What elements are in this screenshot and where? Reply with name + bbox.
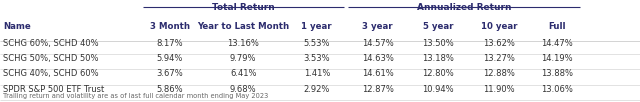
Text: 3 year: 3 year: [362, 22, 393, 31]
Text: 3 Month: 3 Month: [150, 22, 189, 31]
Text: 3.67%: 3.67%: [156, 69, 183, 78]
Text: 13.88%: 13.88%: [541, 69, 573, 78]
Text: 9.68%: 9.68%: [230, 85, 257, 94]
Text: 9.79%: 9.79%: [230, 54, 257, 63]
Text: 14.63%: 14.63%: [362, 54, 394, 63]
Text: 10 year: 10 year: [481, 22, 518, 31]
Text: 12.80%: 12.80%: [422, 69, 454, 78]
Text: 6.41%: 6.41%: [230, 69, 257, 78]
Text: Name: Name: [3, 22, 31, 31]
Text: 12.88%: 12.88%: [483, 69, 515, 78]
Text: 5.94%: 5.94%: [156, 54, 183, 63]
Text: 13.50%: 13.50%: [422, 39, 454, 48]
Text: SCHG 50%, SCHD 50%: SCHG 50%, SCHD 50%: [3, 54, 99, 63]
Text: 5 year: 5 year: [423, 22, 454, 31]
Text: Trailing return and volatility are as of last full calendar month ending May 202: Trailing return and volatility are as of…: [3, 93, 268, 99]
Text: 14.61%: 14.61%: [362, 69, 394, 78]
Text: Full: Full: [548, 22, 566, 31]
Text: SCHG 60%, SCHD 40%: SCHG 60%, SCHD 40%: [3, 39, 99, 48]
Text: 14.47%: 14.47%: [541, 39, 573, 48]
Text: 14.19%: 14.19%: [541, 54, 573, 63]
Text: 11.90%: 11.90%: [483, 85, 515, 94]
Text: 1 year: 1 year: [301, 22, 332, 31]
Text: 10.94%: 10.94%: [422, 85, 454, 94]
Text: 8.17%: 8.17%: [156, 39, 183, 48]
Text: 13.16%: 13.16%: [227, 39, 259, 48]
Text: 1.41%: 1.41%: [303, 69, 330, 78]
Text: 2.92%: 2.92%: [303, 85, 330, 94]
Text: 13.06%: 13.06%: [541, 85, 573, 94]
Text: 14.57%: 14.57%: [362, 39, 394, 48]
Text: 13.27%: 13.27%: [483, 54, 515, 63]
Text: Total Return: Total Return: [212, 3, 275, 12]
Text: SCHG 40%, SCHD 60%: SCHG 40%, SCHD 60%: [3, 69, 99, 78]
Text: 3.53%: 3.53%: [303, 54, 330, 63]
Text: 5.86%: 5.86%: [156, 85, 183, 94]
Text: Annualized Return: Annualized Return: [417, 3, 511, 12]
Text: SPDR S&P 500 ETF Trust: SPDR S&P 500 ETF Trust: [3, 85, 104, 94]
Text: 12.87%: 12.87%: [362, 85, 394, 94]
Text: 13.18%: 13.18%: [422, 54, 454, 63]
Text: Year to Last Month: Year to Last Month: [197, 22, 289, 31]
Text: 13.62%: 13.62%: [483, 39, 515, 48]
Text: 5.53%: 5.53%: [303, 39, 330, 48]
